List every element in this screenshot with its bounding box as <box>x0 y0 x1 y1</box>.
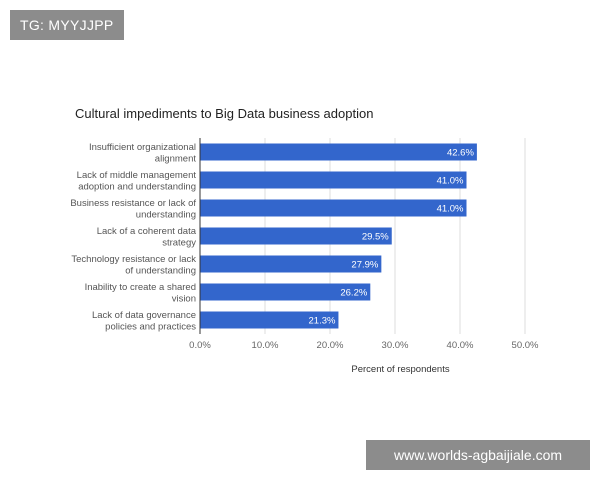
x-axis-title: Percent of respondents <box>351 364 449 375</box>
category-label: alignment <box>155 153 197 164</box>
x-tick-label: 20.0% <box>317 340 344 351</box>
data-label: 41.0% <box>437 176 464 187</box>
category-label: Lack of middle management <box>77 170 197 181</box>
category-label: Insufficient organizational <box>89 142 196 153</box>
category-label: Technology resistance or lack <box>71 254 196 265</box>
category-label: Inability to create a shared <box>85 282 196 293</box>
bar <box>200 143 477 161</box>
bar <box>200 227 392 245</box>
bar <box>200 171 467 189</box>
category-label: understanding <box>136 209 196 220</box>
bar <box>200 283 371 301</box>
bottom-watermark: www.worlds-agbaijiale.com <box>366 440 590 470</box>
x-tick-label: 0.0% <box>189 340 211 351</box>
category-label: Lack of a coherent data <box>97 226 197 237</box>
bar <box>200 199 467 217</box>
data-label: 21.3% <box>309 316 336 327</box>
category-label: vision <box>172 293 196 304</box>
data-label: 29.5% <box>362 232 389 243</box>
x-tick-label: 10.0% <box>252 340 279 351</box>
x-tick-label: 30.0% <box>382 340 409 351</box>
data-label: 26.2% <box>340 288 367 299</box>
data-label: 27.9% <box>351 260 378 271</box>
category-label: policies and practices <box>105 321 196 332</box>
data-label: 41.0% <box>437 204 464 215</box>
category-label: Lack of data governance <box>92 310 196 321</box>
x-tick-label: 50.0% <box>512 340 539 351</box>
bar <box>200 255 382 273</box>
bar <box>200 311 339 329</box>
data-label: 42.6% <box>447 148 474 159</box>
category-label: of understanding <box>125 265 196 276</box>
x-tick-label: 40.0% <box>447 340 474 351</box>
top-watermark: TG: MYYJJPP <box>10 10 124 40</box>
chart-title: Cultural impediments to Big Data busines… <box>75 106 374 121</box>
category-label: Business resistance or lack of <box>70 198 196 209</box>
category-label: adoption and understanding <box>78 181 196 192</box>
category-label: strategy <box>162 237 196 248</box>
